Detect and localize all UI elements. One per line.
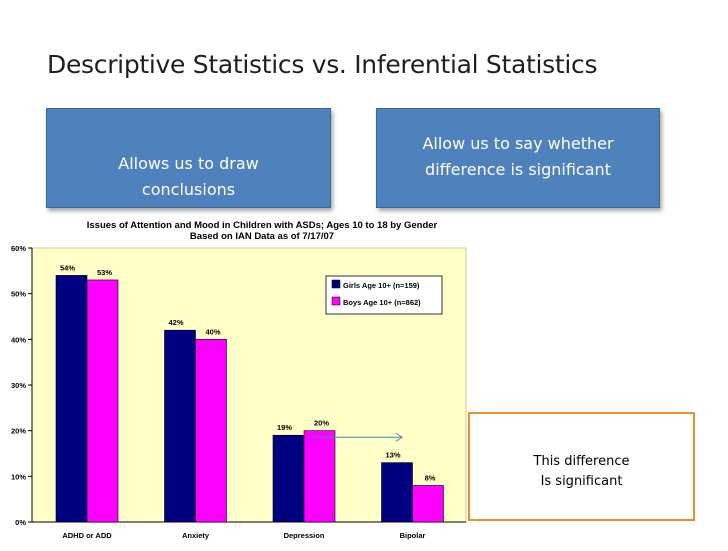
chart-subtitle: Based on IAN Data as of 7/17/07 bbox=[190, 231, 334, 242]
legend-label: Girls Age 10+ (n=159) bbox=[343, 281, 420, 290]
legend-swatch bbox=[331, 279, 341, 289]
bar-girls bbox=[272, 434, 305, 523]
callout-line-1: This difference bbox=[533, 454, 630, 469]
y-tick-label: 60% bbox=[11, 244, 26, 253]
bar-chart-svg: Issues of Attention and Mood in Children… bbox=[0, 218, 470, 546]
data-label: 53% bbox=[97, 268, 112, 277]
category-label: ADHD or ADD bbox=[62, 531, 112, 540]
y-tick-label: 0% bbox=[15, 518, 26, 527]
data-label: 13% bbox=[385, 451, 400, 460]
y-tick-label: 40% bbox=[11, 335, 26, 344]
bar-boys bbox=[303, 430, 336, 523]
descriptive-box-text: Allows us to draw conclusions bbox=[118, 154, 259, 199]
category-label: Anxiety bbox=[182, 531, 210, 540]
y-tick-label: 20% bbox=[11, 427, 26, 436]
legend-label: Boys Age 10+ (n=862) bbox=[343, 298, 421, 307]
bar-chart: Issues of Attention and Mood in Children… bbox=[0, 208, 470, 546]
y-tick-label: 10% bbox=[11, 472, 26, 481]
data-label: 19% bbox=[277, 423, 292, 432]
bar-girls bbox=[55, 275, 88, 523]
slide-title: Descriptive Statistics vs. Inferential S… bbox=[47, 50, 598, 79]
data-label: 54% bbox=[60, 263, 75, 272]
descriptive-box: Allows us to draw conclusions bbox=[46, 108, 331, 208]
legend-swatch bbox=[331, 296, 341, 306]
category-label: Depression bbox=[284, 531, 325, 540]
bar-boys bbox=[86, 279, 119, 523]
category-label: Bipolar bbox=[400, 531, 426, 540]
significance-callout: This difference Is significant bbox=[468, 412, 695, 521]
y-tick-label: 30% bbox=[11, 381, 26, 390]
callout-line-2: Is significant bbox=[540, 474, 623, 489]
bar-girls bbox=[381, 462, 413, 523]
data-label: 8% bbox=[425, 473, 436, 482]
data-label: 40% bbox=[205, 327, 220, 336]
bar-boys bbox=[195, 339, 227, 523]
bar-girls bbox=[164, 329, 196, 523]
inferential-box: Allow us to say whether difference is si… bbox=[376, 108, 660, 208]
y-tick-label: 50% bbox=[11, 290, 26, 299]
inferential-box-text: Allow us to say whether difference is si… bbox=[422, 134, 614, 179]
chart-title: Issues of Attention and Mood in Children… bbox=[87, 220, 438, 231]
bar-boys bbox=[412, 485, 444, 523]
arrow-head-icon bbox=[395, 432, 403, 442]
legend-box bbox=[325, 275, 443, 315]
data-label: 42% bbox=[168, 318, 183, 327]
data-label: 20% bbox=[314, 419, 329, 428]
